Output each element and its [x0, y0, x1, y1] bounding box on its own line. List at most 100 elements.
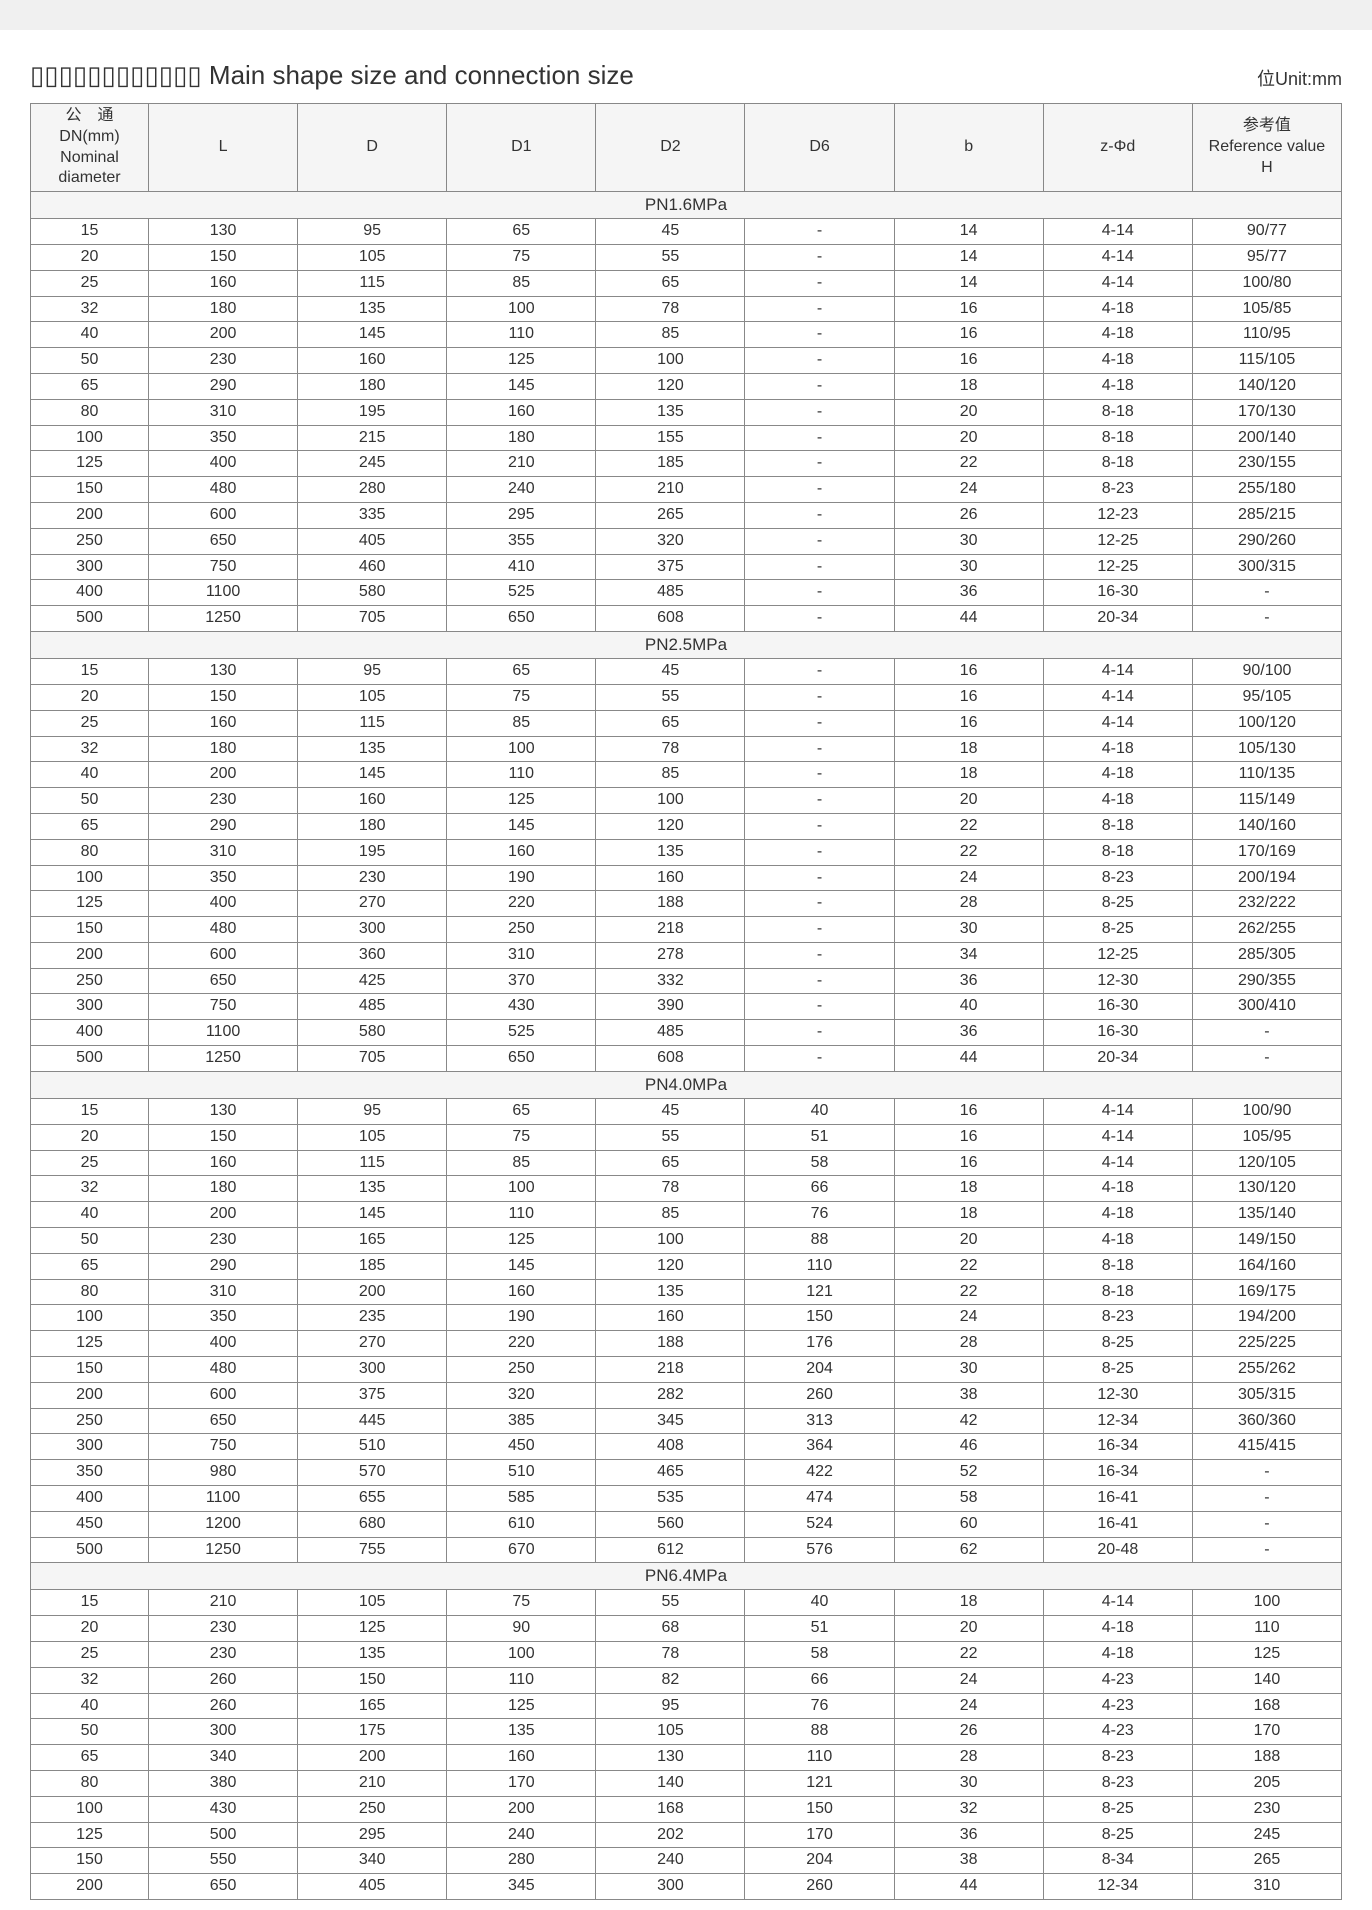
table-cell: 25: [31, 1642, 149, 1668]
table-cell: 100/120: [1192, 710, 1341, 736]
table-row: 251601158565-144-14100/80: [31, 270, 1342, 296]
table-cell: 150: [31, 1356, 149, 1382]
table-cell: 300/410: [1192, 994, 1341, 1020]
table-cell: 20: [31, 245, 149, 271]
table-cell: 176: [745, 1331, 894, 1357]
table-cell: 150: [745, 1796, 894, 1822]
table-cell: 80: [31, 839, 149, 865]
section-header-cell: PN4.0MPa: [31, 1071, 1342, 1098]
table-row: 3007505104504083644616-34415/415: [31, 1434, 1342, 1460]
table-cell: -: [745, 425, 894, 451]
table-cell: 90/100: [1192, 659, 1341, 685]
table-cell: 425: [298, 968, 447, 994]
table-cell: 55: [596, 1590, 745, 1616]
table-cell: 110/95: [1192, 322, 1341, 348]
table-cell: 145: [447, 1253, 596, 1279]
table-cell: 40: [31, 1202, 149, 1228]
table-cell: 100: [596, 348, 745, 374]
table-cell: 240: [596, 1848, 745, 1874]
table-cell: 150: [31, 917, 149, 943]
table-cell: 500: [31, 1537, 149, 1563]
table-cell: 150: [745, 1305, 894, 1331]
table-cell: 202: [596, 1822, 745, 1848]
col-header-dn: 公 通DN(mm)Nominal diameter: [31, 104, 149, 192]
table-cell: 45: [596, 659, 745, 685]
table-cell: 525: [447, 580, 596, 606]
table-cell: 55: [596, 684, 745, 710]
table-row: 50012507556706125766220-48-: [31, 1537, 1342, 1563]
table-cell: 105/95: [1192, 1124, 1341, 1150]
table-cell: 180: [298, 374, 447, 400]
table-cell: 194/200: [1192, 1305, 1341, 1331]
table-cell: 650: [447, 606, 596, 632]
table-cell: 180: [298, 813, 447, 839]
table-cell: 750: [148, 1434, 297, 1460]
table-cell: 282: [596, 1382, 745, 1408]
table-cell: 1100: [148, 580, 297, 606]
table-cell: 465: [596, 1460, 745, 1486]
table-cell: 260: [148, 1667, 297, 1693]
table-cell: -: [745, 219, 894, 245]
table-cell: -: [745, 322, 894, 348]
table-cell: 85: [447, 710, 596, 736]
table-cell: 300: [31, 554, 149, 580]
table-cell: 295: [298, 1822, 447, 1848]
table-cell: 280: [447, 1848, 596, 1874]
table-cell: 15: [31, 1590, 149, 1616]
table-cell: 100: [31, 425, 149, 451]
table-cell: -: [745, 684, 894, 710]
table-cell: 4-18: [1043, 296, 1192, 322]
table-cell: 135: [596, 399, 745, 425]
table-cell: 260: [745, 1874, 894, 1900]
table-cell: 40: [745, 1590, 894, 1616]
table-cell: 4-14: [1043, 684, 1192, 710]
table-cell: 400: [148, 1331, 297, 1357]
table-cell: 22: [894, 1279, 1043, 1305]
table-cell: 524: [745, 1511, 894, 1537]
table-cell: 24: [894, 1693, 1043, 1719]
table-cell: 25: [31, 1150, 149, 1176]
table-cell: 300/315: [1192, 554, 1341, 580]
table-cell: 415/415: [1192, 1434, 1341, 1460]
table-cell: 34: [894, 942, 1043, 968]
table-cell: 26: [894, 503, 1043, 529]
table-cell: 8-23: [1043, 1305, 1192, 1331]
table-cell: 650: [148, 528, 297, 554]
table-cell: 240: [447, 477, 596, 503]
table-cell: 430: [148, 1796, 297, 1822]
table-cell: 65: [447, 1098, 596, 1124]
table-cell: 65: [596, 710, 745, 736]
table-cell: -: [745, 839, 894, 865]
table-cell: 210: [447, 451, 596, 477]
table-cell: 350: [148, 865, 297, 891]
table-cell: 16: [894, 1098, 1043, 1124]
table-cell: 525: [447, 1020, 596, 1046]
table-cell: 310: [447, 942, 596, 968]
table-cell: 18: [894, 1202, 1043, 1228]
section-header-row: PN1.6MPa: [31, 192, 1342, 219]
table-cell: 290/355: [1192, 968, 1341, 994]
table-cell: 4-14: [1043, 219, 1192, 245]
table-cell: -: [745, 270, 894, 296]
table-cell: 100/90: [1192, 1098, 1341, 1124]
table-cell: 4-14: [1043, 245, 1192, 271]
table-cell: 445: [298, 1408, 447, 1434]
table-cell: 78: [596, 296, 745, 322]
table-cell: 300: [298, 1356, 447, 1382]
table-cell: -: [745, 477, 894, 503]
table-cell: 110/135: [1192, 762, 1341, 788]
table-cell: 300: [31, 994, 149, 1020]
table-cell: 30: [894, 1770, 1043, 1796]
table-cell: 250: [31, 968, 149, 994]
table-cell: 95: [596, 1693, 745, 1719]
table-cell: 140/120: [1192, 374, 1341, 400]
table-cell: 705: [298, 1046, 447, 1072]
table-cell: 4-23: [1043, 1693, 1192, 1719]
table-cell: 105: [298, 684, 447, 710]
table-cell: 8-23: [1043, 477, 1192, 503]
table-cell: -: [745, 710, 894, 736]
table-cell: 169/175: [1192, 1279, 1341, 1305]
table-cell: 28: [894, 1745, 1043, 1771]
table-cell: 85: [596, 1202, 745, 1228]
table-cell: 26: [894, 1719, 1043, 1745]
